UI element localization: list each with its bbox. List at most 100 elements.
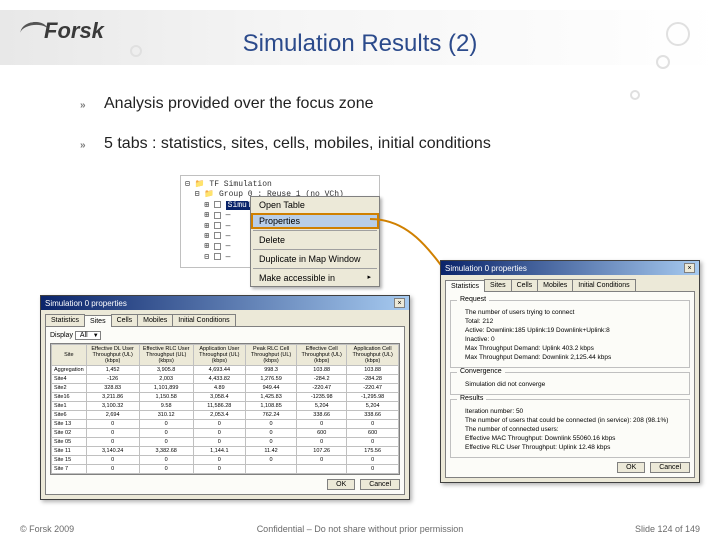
table-cell: 338.66 <box>347 411 399 420</box>
table-cell: 11.42 <box>245 447 296 456</box>
table-row[interactable]: Site4-1262,0034,433.821,276.59-284.2-284… <box>52 375 399 384</box>
tab-initial-conditions[interactable]: Initial Conditions <box>172 314 235 326</box>
table-cell: 4,693.44 <box>193 366 245 375</box>
table-cell: 328.83 <box>86 384 139 393</box>
table-cell: 310.12 <box>139 411 193 420</box>
ok-button[interactable]: OK <box>617 462 645 473</box>
table-cell: 0 <box>86 456 139 465</box>
table-cell: 4.89 <box>193 384 245 393</box>
table-cell: 103.88 <box>297 366 347 375</box>
table-cell: 0 <box>193 456 245 465</box>
table-cell: 0 <box>347 438 399 447</box>
tab-sites[interactable]: Sites <box>84 315 112 327</box>
table-cell: Site16 <box>52 393 87 402</box>
table-row[interactable]: Site2328.831,101,8994.89949.44-220.47-22… <box>52 384 399 393</box>
ctx-delete[interactable]: Delete <box>251 232 379 248</box>
table-cell: 1,276.59 <box>245 375 296 384</box>
dropdown-value: All <box>80 332 88 339</box>
table-cell: 0 <box>297 456 347 465</box>
dialog-sites: Simulation 0 properties × Statistics Sit… <box>40 295 410 500</box>
table-cell: 2,694 <box>86 411 139 420</box>
table-cell: 0 <box>347 456 399 465</box>
table-row[interactable]: Aggregation1,4523,905.84,693.44998.3103.… <box>52 366 399 375</box>
sites-table: SiteEffective DL User Throughput (UL) (k… <box>51 344 399 474</box>
table-cell: 3,058.4 <box>193 393 245 402</box>
ctx-make-accessible[interactable]: Make accessible in <box>251 270 379 286</box>
table-row[interactable]: Site 70000 <box>52 465 399 474</box>
table-row[interactable]: Site62,694310.122,053.4762.24338.66338.6… <box>52 411 399 420</box>
table-cell <box>297 465 347 474</box>
close-icon[interactable]: × <box>684 263 695 273</box>
tabstrip: Statistics Sites Cells Mobiles Initial C… <box>45 314 405 327</box>
table-cell: -1235.98 <box>297 393 347 402</box>
bullet-text: Analysis provided over the focus zone <box>104 95 373 113</box>
table-cell: 3,905.8 <box>139 366 193 375</box>
table-row[interactable]: Site13,100.329.5811,586.281,108.855,2045… <box>52 402 399 411</box>
cancel-button[interactable]: Cancel <box>650 462 690 473</box>
close-icon[interactable]: × <box>394 298 405 308</box>
table-row[interactable]: Site163,211.861,150.583,058.41,425.83-12… <box>52 393 399 402</box>
table-row[interactable]: Site 020000600600 <box>52 429 399 438</box>
table-cell: 9.58 <box>139 402 193 411</box>
table-cell: Aggregation <box>52 366 87 375</box>
table-cell: 1,108.85 <box>245 402 296 411</box>
table-cell: -1,295.98 <box>347 393 399 402</box>
tab-content-sites: Display All ▼ SiteEffective DL User Thro… <box>45 327 405 495</box>
table-column-header: Application User Throughput (UL) (kbps) <box>193 345 245 366</box>
tab-cells[interactable]: Cells <box>511 279 539 291</box>
decor-ring-icon <box>630 90 640 100</box>
table-cell: Site 7 <box>52 465 87 474</box>
table-cell: -220.47 <box>297 384 347 393</box>
table-cell: Site1 <box>52 402 87 411</box>
table-cell: 338.66 <box>297 411 347 420</box>
tab-mobiles[interactable]: Mobiles <box>537 279 573 291</box>
ctx-open-table[interactable]: Open Table <box>251 197 379 213</box>
table-cell: Site4 <box>52 375 87 384</box>
table-cell: 0 <box>245 456 296 465</box>
tree-root[interactable]: ⊟ 📁 TF Simulation <box>185 180 375 190</box>
table-cell: 0 <box>86 465 139 474</box>
table-column-header: Effective Cell Throughput (UL) (kbps) <box>297 345 347 366</box>
table-cell: Site 02 <box>52 429 87 438</box>
table-cell: 0 <box>139 465 193 474</box>
table-cell: 1,144.1 <box>193 447 245 456</box>
tab-statistics[interactable]: Statistics <box>445 280 485 292</box>
table-cell: 2,053.4 <box>193 411 245 420</box>
table-cell: -126 <box>86 375 139 384</box>
table-cell: 5,204 <box>297 402 347 411</box>
stat-line: Effective MAC Throughput: Downlink 55060… <box>465 435 683 442</box>
tab-cells[interactable]: Cells <box>111 314 139 326</box>
tab-mobiles[interactable]: Mobiles <box>137 314 173 326</box>
table-cell: Site2 <box>52 384 87 393</box>
tab-initial-conditions[interactable]: Initial Conditions <box>572 279 635 291</box>
stat-line: Max Throughput Demand: Uplink 403.2 kbps <box>465 345 683 352</box>
group-legend: Convergence <box>457 368 505 375</box>
dialog-title-text: Simulation 0 properties <box>45 299 127 308</box>
table-cell: 600 <box>297 429 347 438</box>
stat-line: Active: Downlink:185 Uplink:19 Downlink+… <box>465 327 683 334</box>
footer-center: Confidential – Do not share without prio… <box>0 524 720 534</box>
table-cell: 1,452 <box>86 366 139 375</box>
group-request: Request The number of users trying to co… <box>450 300 690 368</box>
table-cell: -284.2 <box>297 375 347 384</box>
dialog-titlebar[interactable]: Simulation 0 properties × <box>441 261 699 275</box>
table-cell: 600 <box>347 429 399 438</box>
group-results: Results Iteration number: 50The number o… <box>450 399 690 458</box>
ctx-separator <box>253 268 377 269</box>
table-row[interactable]: Site 13000000 <box>52 420 399 429</box>
table-cell: 0 <box>86 420 139 429</box>
ctx-properties[interactable]: Properties <box>251 213 379 229</box>
table-row[interactable]: Site 05000000 <box>52 438 399 447</box>
stat-line: Inactive: 0 <box>465 336 683 343</box>
tab-sites[interactable]: Sites <box>484 279 512 291</box>
dialog-titlebar[interactable]: Simulation 0 properties × <box>41 296 409 310</box>
sites-table-wrap: SiteEffective DL User Throughput (UL) (k… <box>50 343 400 475</box>
table-row[interactable]: Site 113,140.243,382.681,144.111.42107.2… <box>52 447 399 456</box>
ok-button[interactable]: OK <box>327 479 355 490</box>
tab-statistics[interactable]: Statistics <box>45 314 85 326</box>
cancel-button[interactable]: Cancel <box>360 479 400 490</box>
table-cell: 0 <box>193 438 245 447</box>
ctx-duplicate-map[interactable]: Duplicate in Map Window <box>251 251 379 267</box>
display-dropdown[interactable]: All ▼ <box>75 331 101 340</box>
table-row[interactable]: Site 15000000 <box>52 456 399 465</box>
